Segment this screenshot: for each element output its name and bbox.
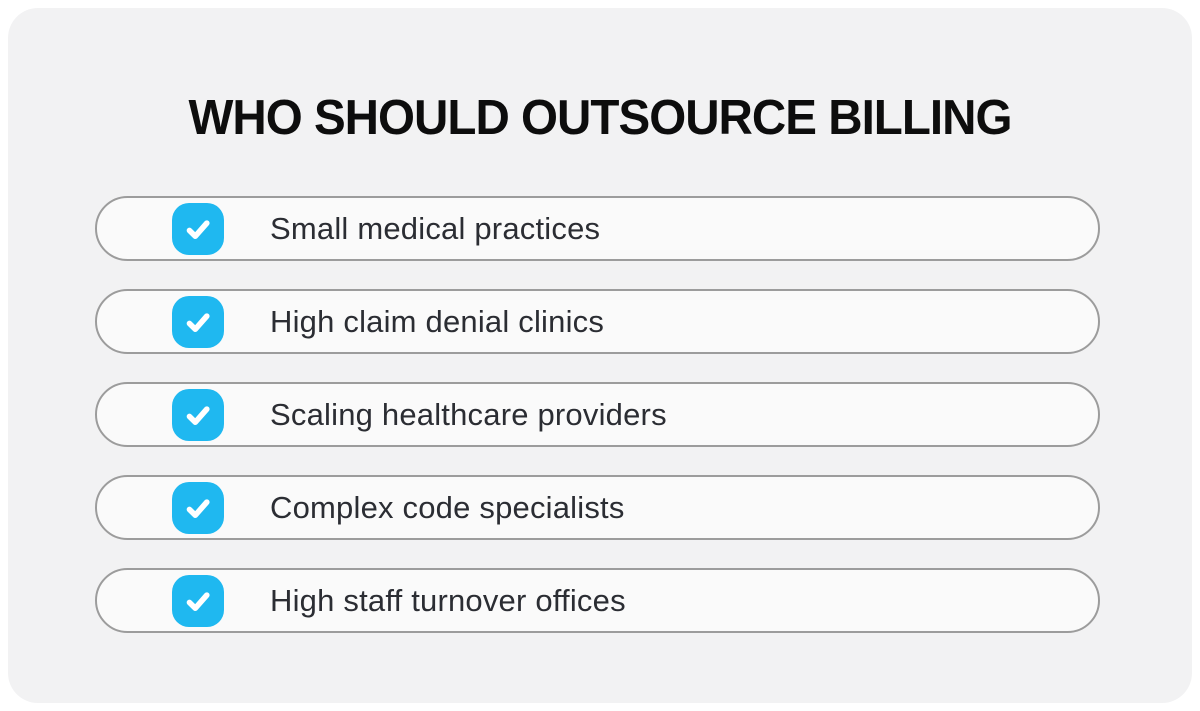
- checklist-item-label: Scaling healthcare providers: [270, 396, 667, 432]
- checklist-item: Small medical practices: [95, 196, 1100, 261]
- check-icon: [172, 202, 224, 255]
- checklist-item: High claim denial clinics: [95, 289, 1100, 354]
- checklist-item-label: Small medical practices: [270, 210, 601, 246]
- check-icon: [172, 574, 224, 627]
- check-icon: [172, 388, 224, 441]
- page-title: WHO SHOULD OUTSOURCE BILLING: [188, 91, 1012, 145]
- checklist-item: Scaling healthcare providers: [95, 382, 1100, 447]
- check-icon: [172, 295, 224, 348]
- checklist-item-label: High staff turnover offices: [270, 582, 626, 618]
- checklist-item: High staff turnover offices: [95, 568, 1100, 633]
- checklist-item-label: Complex code specialists: [270, 489, 625, 525]
- checklist-item: Complex code specialists: [95, 475, 1100, 540]
- infographic-card: WHO SHOULD OUTSOURCE BILLING Small medic…: [8, 8, 1192, 703]
- checklist-item-label: High claim denial clinics: [270, 303, 605, 339]
- checklist: Small medical practices High claim denia…: [95, 196, 1100, 633]
- check-icon: [172, 481, 224, 534]
